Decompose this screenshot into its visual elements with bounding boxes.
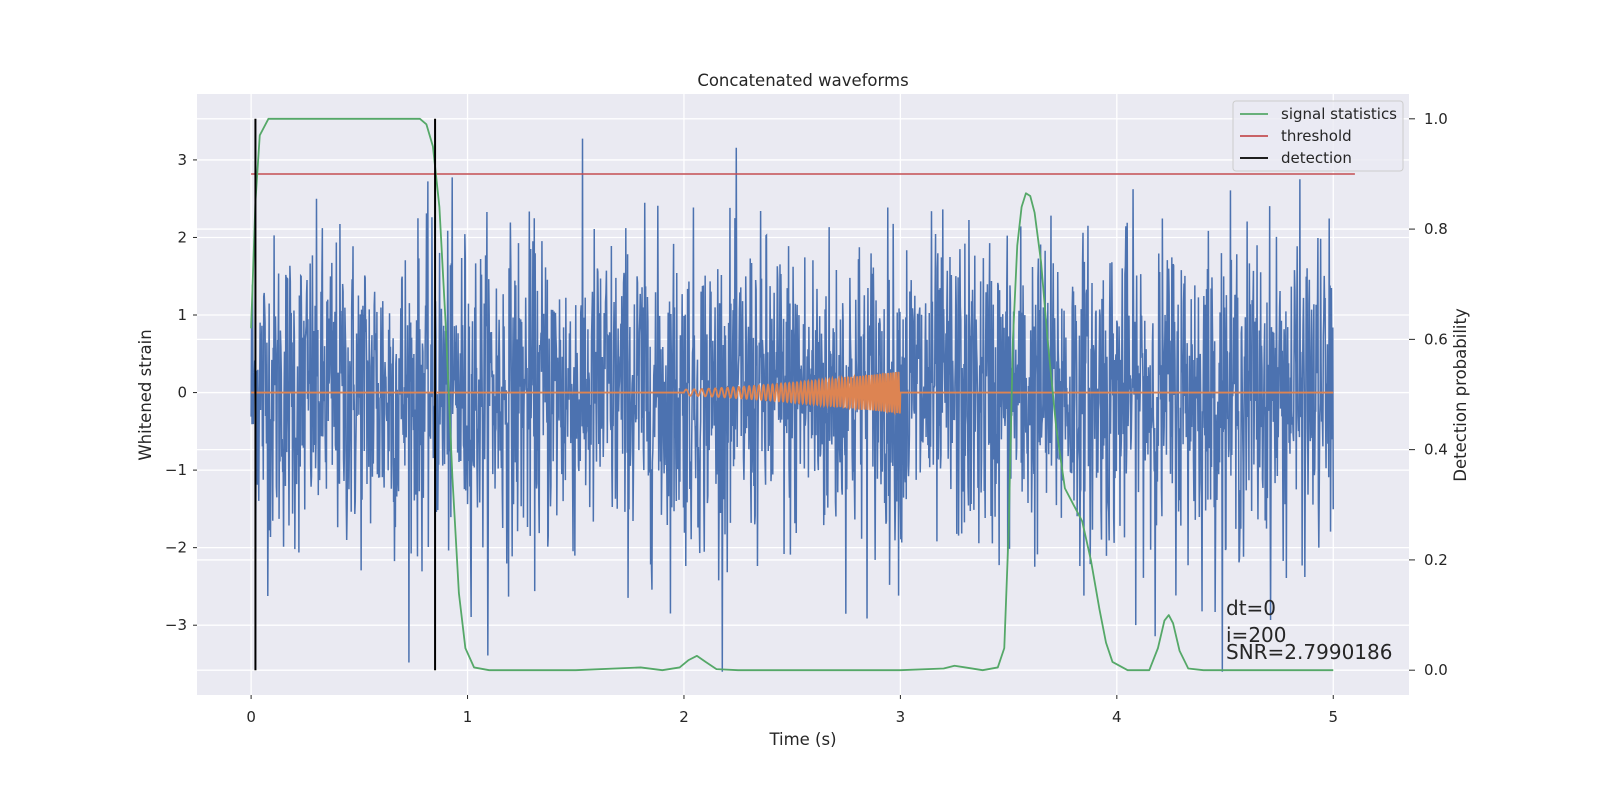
annotation-snr: SNR=2.7990186	[1226, 640, 1392, 664]
annotation-dt: dt=0	[1226, 596, 1276, 620]
y2-tick-label: 0.2	[1424, 551, 1448, 569]
overlay-layer	[250, 117, 1355, 672]
annotation-i: i=200	[1226, 623, 1287, 647]
y-tick-label: 3	[177, 151, 187, 169]
legend: signal statistics threshold detection	[1232, 100, 1404, 172]
series-signal-statistics-line	[250, 117, 1334, 672]
y-tick-label: −2	[165, 539, 187, 557]
y-tick-label: 1	[177, 306, 187, 324]
legend-box	[1232, 100, 1404, 172]
series-injection-line	[251, 371, 1334, 416]
y-tick-label: −1	[165, 461, 187, 479]
right-y-axis: 0.0 0.2 0.4 0.6 0.8 1.0	[1409, 110, 1448, 679]
y-tick-label: −3	[165, 616, 187, 634]
x-axis: 0 1 2 3 4 5	[246, 695, 1338, 726]
y2-tick-label: 1.0	[1424, 110, 1448, 128]
legend-label-signal-statistics: signal statistics	[1281, 105, 1397, 123]
y2-tick-label: 0.8	[1424, 220, 1448, 238]
x-tick-label: 1	[463, 708, 473, 726]
y-tick-label: 2	[177, 228, 187, 246]
y-axis-label: Whitened strain	[136, 329, 155, 460]
y-tick-label: 0	[177, 384, 187, 402]
y2-tick-label: 0.6	[1424, 330, 1448, 348]
chart-title: Concatenated waveforms	[697, 71, 908, 90]
x-axis-label: Time (s)	[768, 730, 836, 749]
series-strain-line	[250, 138, 1334, 672]
y2-tick-label: 0.4	[1424, 441, 1448, 459]
x-tick-label: 2	[679, 708, 689, 726]
x-tick-label: 4	[1112, 708, 1122, 726]
legend-label-detection: detection	[1281, 149, 1352, 167]
series-layer	[250, 138, 1334, 672]
x-tick-label: 0	[246, 708, 256, 726]
legend-label-threshold: threshold	[1281, 127, 1352, 145]
x-tick-label: 3	[896, 708, 906, 726]
x-tick-label: 5	[1328, 708, 1338, 726]
left-y-axis: −3 −2 −1 0 1 2 3	[165, 151, 197, 634]
y2-tick-label: 0.0	[1424, 661, 1448, 679]
y2-axis-label: Detection probability	[1451, 308, 1470, 482]
